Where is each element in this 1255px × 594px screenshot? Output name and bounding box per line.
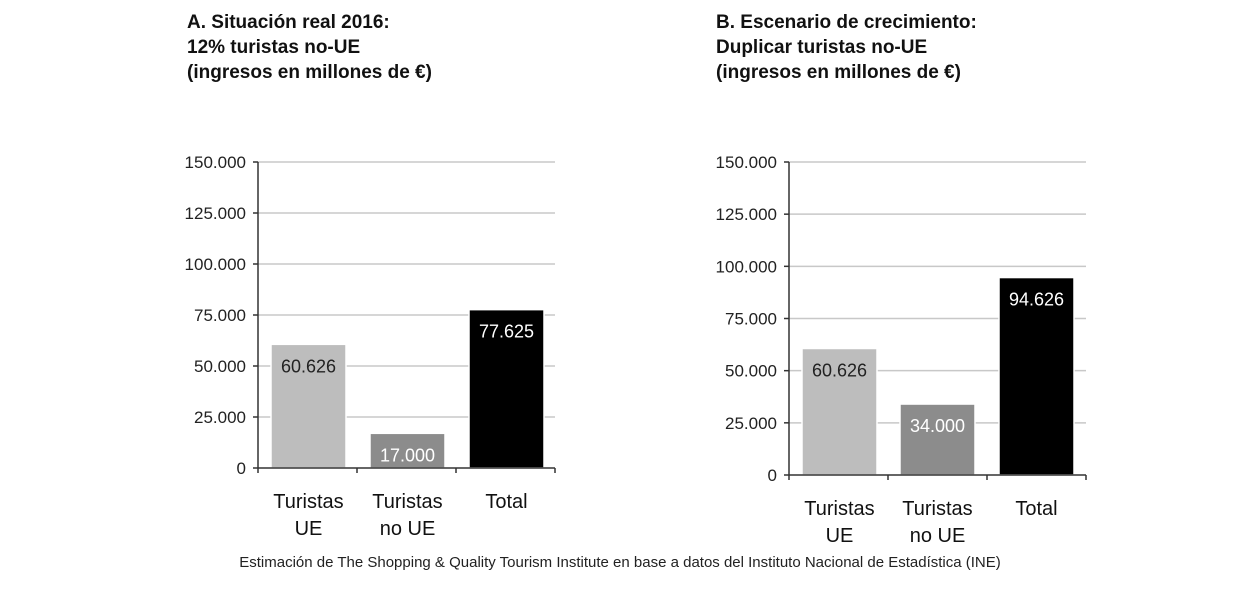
chart-a-title: A. Situación real 2016: 12% turistas no-…: [187, 10, 432, 85]
chart-b-category-label-2: no UE: [910, 525, 966, 547]
chart-b-bar-3: [998, 276, 1075, 476]
chart-b-y-tick-label: 100.000: [716, 257, 777, 276]
chart-a-title-line-3: (ingresos en millones de €): [187, 62, 432, 83]
chart-a-data-label-2: 17.000: [380, 445, 435, 465]
chart-a-y-tick-label: 100.000: [185, 255, 246, 274]
chart-b-y-tick-label: 25.000: [725, 414, 777, 433]
chart-a-y-tick-label: 0: [237, 459, 246, 478]
chart-a-data-label-3: 77.625: [479, 322, 534, 342]
chart-a-data-label-1: 60.626: [281, 356, 336, 376]
chart-a-y-tick-label: 75.000: [194, 306, 246, 325]
chart-a-bar-3: [468, 308, 545, 469]
chart-a-title-line-1: A. Situación real 2016:: [187, 12, 390, 33]
chart-b-y-tick-label: 125.000: [716, 205, 777, 224]
chart-a-category-label-2: Turistas: [372, 491, 442, 513]
chart-b-category-label-3: Total: [1015, 498, 1057, 520]
source-note: Estimación de The Shopping & Quality Tou…: [239, 554, 1001, 571]
chart-b-category-label-1: Turistas: [804, 498, 874, 520]
chart-b-title-line-2: Duplicar turistas no-UE: [716, 37, 928, 58]
chart-a-category-label-1: Turistas: [273, 491, 343, 513]
chart-b-category-label-1: UE: [826, 525, 854, 547]
chart-b-title-line-3: (ingresos en millones de €): [716, 62, 961, 83]
chart-a-category-label-1: UE: [295, 518, 323, 540]
chart-a-y-tick-label: 50.000: [194, 357, 246, 376]
chart-a-category-label-3: Total: [485, 491, 527, 513]
chart-a-y-tick-label: 125.000: [185, 204, 246, 223]
chart-b-data-label-3: 94.626: [1009, 290, 1064, 310]
chart-b-bar-2: [899, 403, 976, 476]
chart-a-y-tick-label: 150.000: [185, 153, 246, 172]
chart-b-data-label-1: 60.626: [812, 360, 867, 380]
chart-b-y-tick-label: 50.000: [725, 362, 777, 381]
chart-a-category-label-2: no UE: [380, 518, 436, 540]
chart-b-title-line-1: B. Escenario de crecimiento:: [716, 12, 977, 33]
chart-a-bar-2: [369, 432, 446, 469]
chart-b-title: B. Escenario de crecimiento: Duplicar tu…: [716, 10, 977, 85]
chart-b-y-tick-label: 0: [768, 466, 777, 485]
chart-b-bar-1: [801, 347, 878, 476]
chart-a-bar-1: [270, 343, 347, 469]
chart-a-y-tick-label: 25.000: [194, 408, 246, 427]
chart-a-title-line-2: 12% turistas no-UE: [187, 37, 361, 58]
chart-b-y-tick-label: 75.000: [725, 310, 777, 329]
chart-b-y-tick-label: 150.000: [716, 153, 777, 172]
chart-b-data-label-2: 34.000: [910, 416, 965, 436]
chart-b-category-label-2: Turistas: [902, 498, 972, 520]
